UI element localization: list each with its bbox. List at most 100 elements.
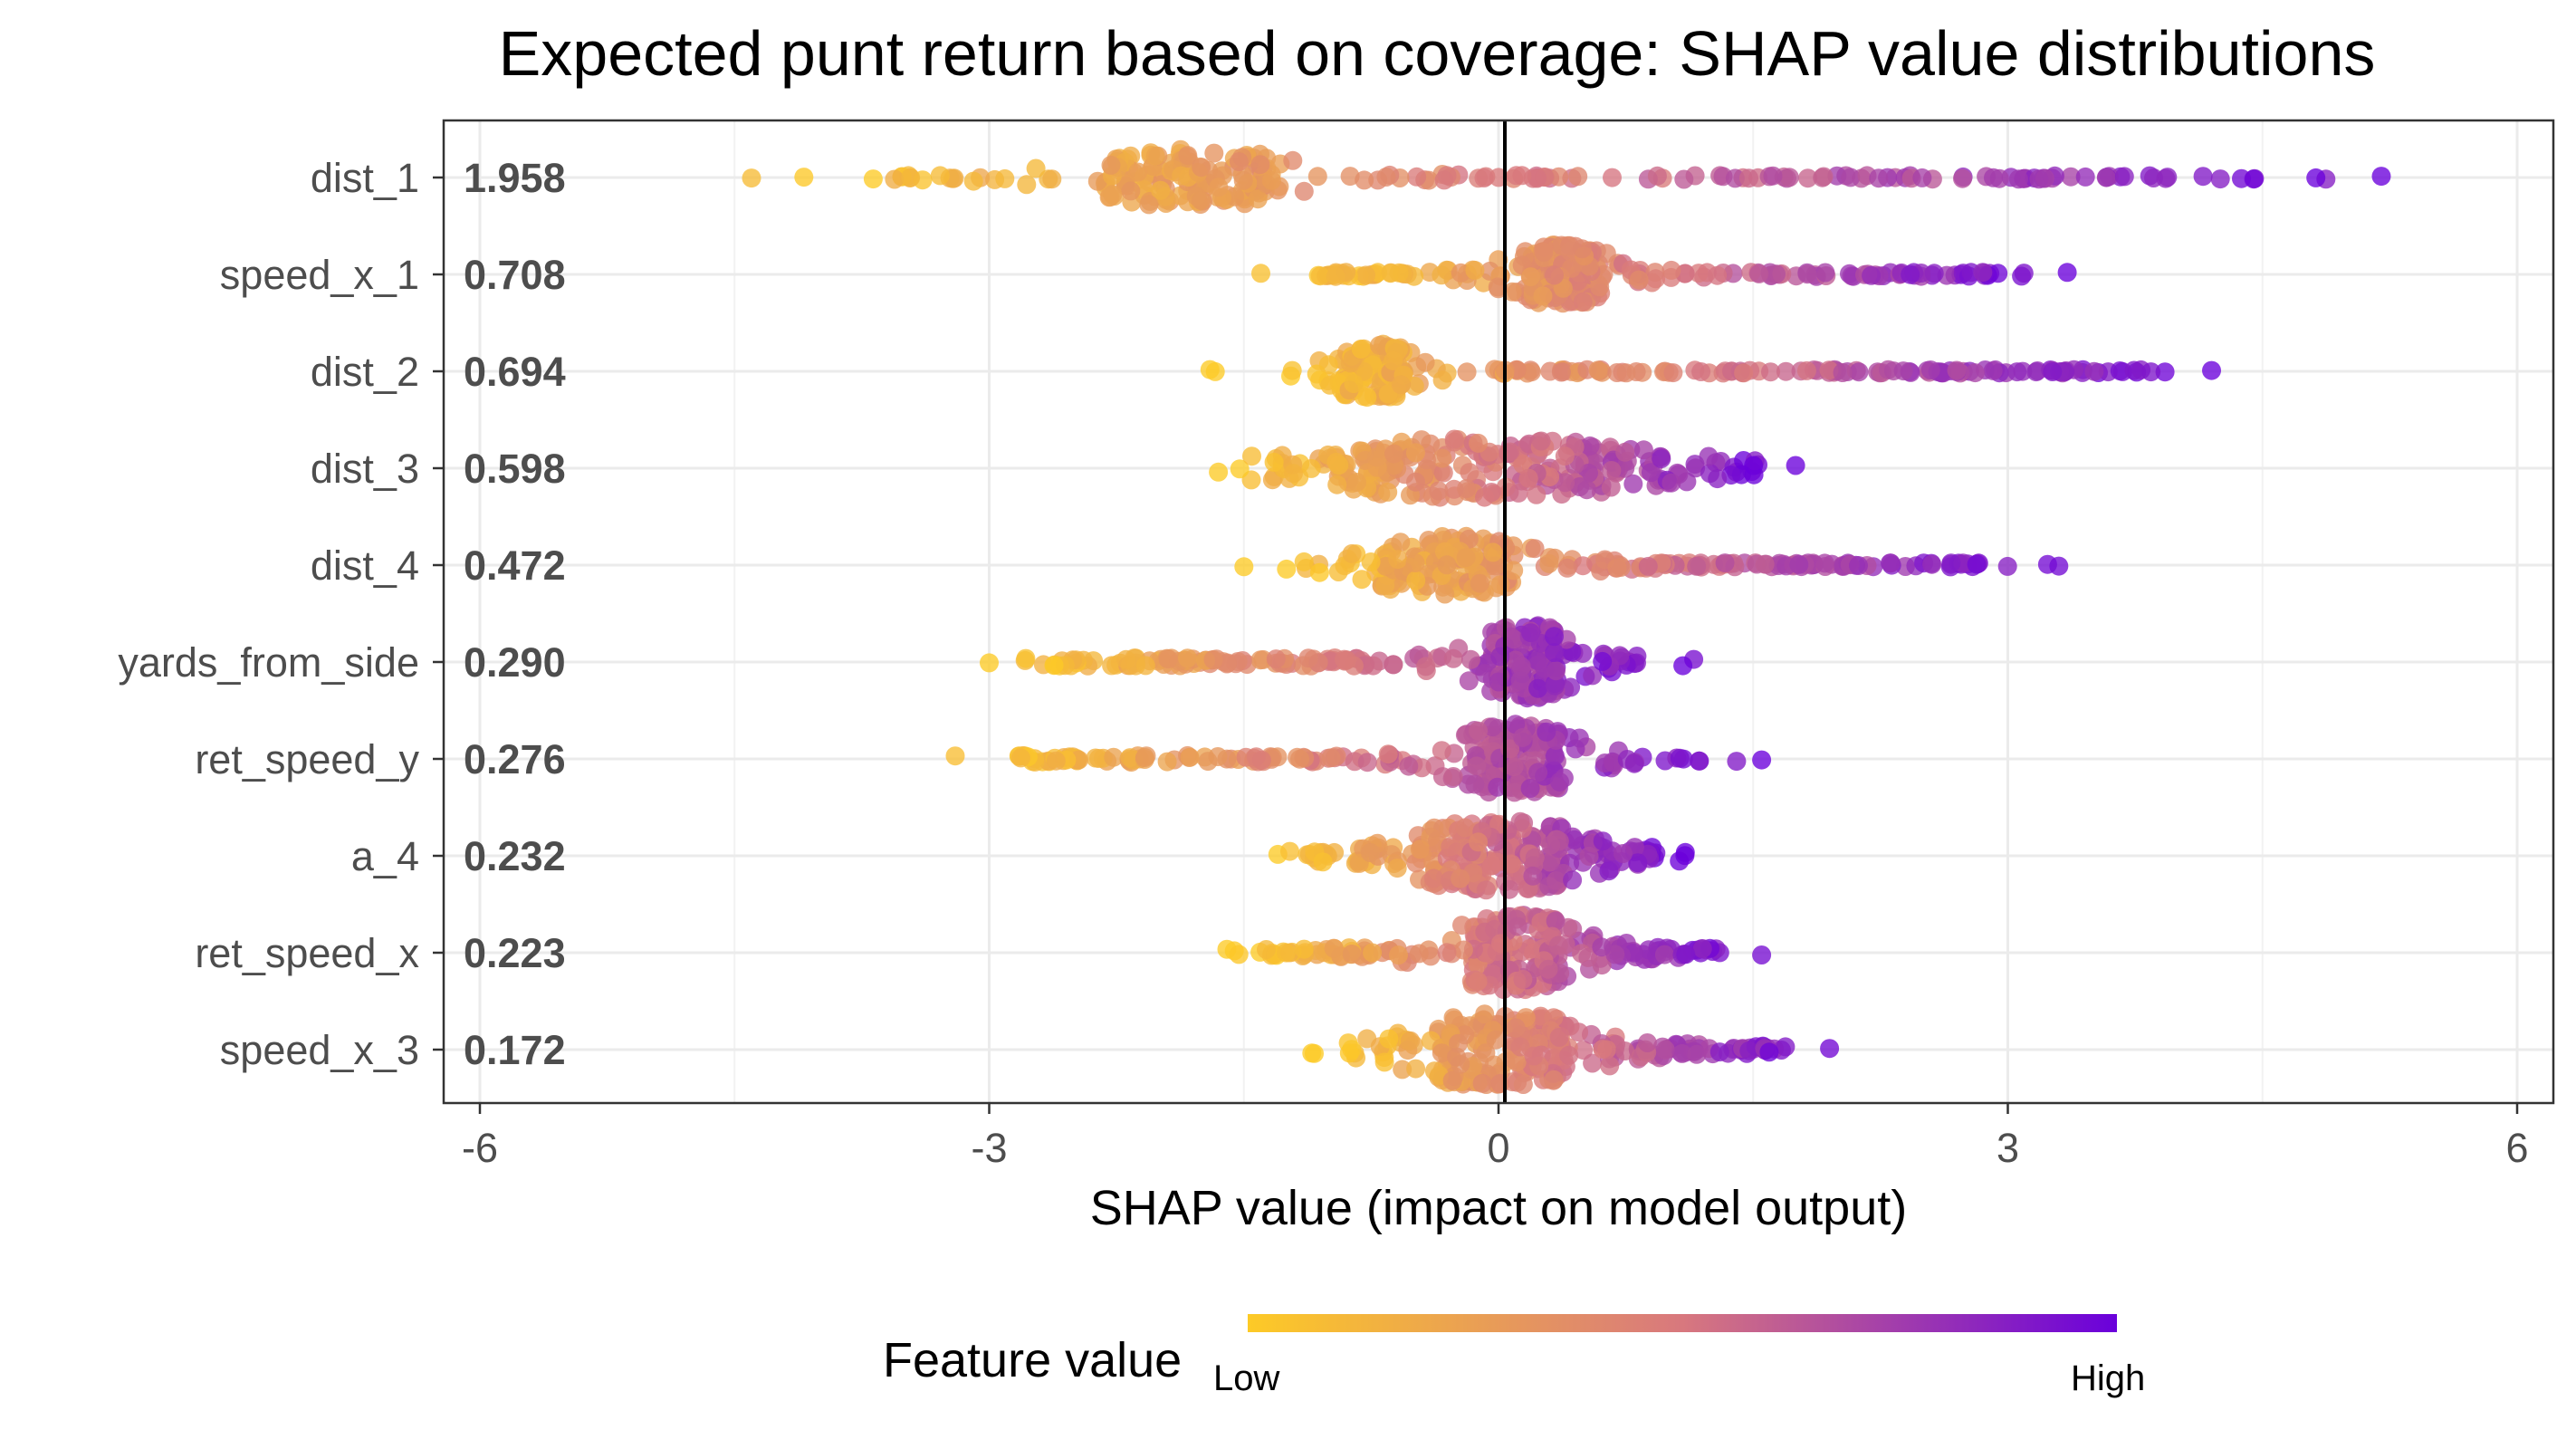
shap-point — [1727, 752, 1747, 772]
shap-point — [2029, 169, 2049, 189]
shap-point — [1687, 556, 1707, 576]
shap-point — [2202, 360, 2221, 380]
shap-point — [1016, 648, 1036, 668]
shap-point — [1676, 945, 1696, 964]
shap-point — [1661, 260, 1681, 280]
shap-point — [1893, 361, 1913, 381]
shap-point — [1475, 487, 1494, 507]
shap-point — [1318, 355, 1338, 375]
shap-point — [1305, 1043, 1324, 1063]
shap-point — [1607, 363, 1627, 382]
shap-point — [1443, 648, 1463, 668]
shap-point — [1997, 556, 2017, 576]
feature-row-points — [1200, 334, 2221, 408]
shap-point — [1435, 584, 1455, 604]
shap-point — [1432, 448, 1452, 468]
shap-point — [1638, 556, 1658, 576]
shap-point — [1470, 573, 1489, 593]
shap-point — [995, 168, 1015, 188]
shap-point — [1539, 553, 1559, 573]
shap-point — [1191, 190, 1211, 210]
shap-point — [1376, 168, 1396, 187]
shap-point — [1595, 753, 1614, 772]
shap-point — [1687, 1044, 1707, 1064]
shap-point — [2057, 263, 2077, 283]
x-axis-ticks: -6 -3 0 3 6 — [462, 1103, 2529, 1171]
shap-point — [1469, 721, 1488, 741]
shap-point — [2110, 361, 2130, 380]
shap-point — [1488, 777, 1508, 797]
shap-point — [1869, 168, 1889, 188]
shap-point — [1540, 852, 1560, 872]
shap-point — [1204, 143, 1224, 163]
shap-point — [1593, 651, 1613, 671]
shap-point — [1363, 943, 1383, 963]
shap-point — [1415, 352, 1435, 372]
shap-point — [1849, 362, 1869, 382]
shap-point — [1444, 429, 1464, 449]
shap-point — [1351, 339, 1371, 359]
shap-point — [1356, 265, 1375, 285]
shap-point — [1628, 853, 1648, 873]
shap-point — [2084, 361, 2104, 381]
color-legend: Feature value Low High — [883, 1314, 2145, 1398]
shap-point — [945, 746, 965, 766]
shap-point — [901, 168, 921, 187]
shap-point — [1324, 938, 1344, 958]
shap-point — [2043, 362, 2063, 381]
shap-point — [1321, 748, 1341, 768]
shap-point — [1388, 550, 1408, 570]
shap-point — [1513, 970, 1533, 989]
shap-point — [1486, 1030, 1506, 1050]
shap-point — [1568, 167, 1588, 187]
shap-point — [1521, 362, 1541, 382]
legend-high-label: High — [2071, 1358, 2145, 1398]
shap-point — [1192, 158, 1211, 178]
feature-label: dist_1 — [311, 155, 419, 201]
shap-point — [1432, 1043, 1451, 1063]
shap-point — [2075, 167, 2095, 187]
shap-point — [1572, 239, 1592, 259]
shap-point — [1573, 292, 1593, 312]
x-tick-label: -6 — [462, 1125, 498, 1171]
shap-point — [1230, 459, 1250, 479]
shap-point — [1862, 265, 1882, 285]
shap-point — [1284, 464, 1303, 484]
shap-point — [1739, 168, 1758, 188]
shap-point — [1424, 818, 1444, 838]
shap-point — [1654, 945, 1674, 964]
shap-point — [1357, 753, 1377, 772]
shap-point — [2155, 362, 2175, 382]
shap-point — [1507, 1052, 1527, 1072]
shap-point — [1507, 909, 1527, 929]
shap-point — [1641, 463, 1661, 483]
shap-point — [1459, 671, 1479, 691]
shap-point — [930, 166, 950, 186]
feature-label: ret_speed_y — [195, 736, 419, 782]
shap-point — [1139, 195, 1159, 215]
shap-point — [1399, 756, 1419, 776]
shap-point — [1283, 150, 1303, 170]
feature-labels: dist_1 1.958 speed_x_1 0.708 dist_2 0.694 dist… — [118, 155, 565, 1073]
shap-point — [1579, 463, 1598, 483]
feature-importance-value: 0.708 — [464, 252, 566, 298]
shap-point — [1310, 266, 1330, 286]
shap-point — [1135, 748, 1154, 767]
shap-point — [1347, 473, 1366, 492]
shap-point — [1546, 746, 1565, 766]
shap-point — [1355, 170, 1374, 190]
shap-point — [1364, 656, 1384, 676]
shap-point — [1533, 286, 1553, 306]
shap-point — [1266, 649, 1286, 669]
shap-point — [1209, 462, 1229, 482]
feature-label: speed_x_1 — [220, 252, 419, 298]
shap-point — [1432, 741, 1451, 761]
shap-point — [1672, 1043, 1692, 1063]
feature-label: speed_x_3 — [220, 1027, 419, 1073]
shap-point — [1391, 533, 1411, 552]
shap-point — [1298, 648, 1318, 668]
shap-point — [2008, 169, 2028, 189]
shap-point — [1248, 189, 1268, 209]
feature-label: dist_3 — [311, 446, 419, 492]
shap-point — [1815, 553, 1834, 573]
